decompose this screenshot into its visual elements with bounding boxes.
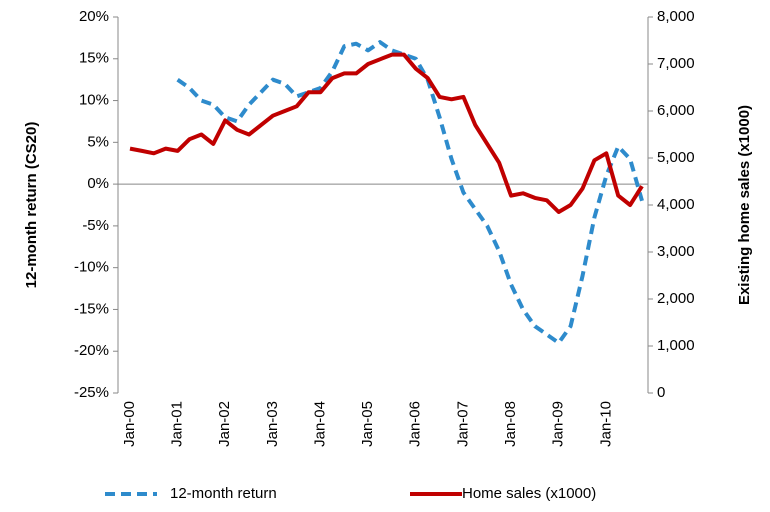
y-tick-label: 10% <box>79 92 109 109</box>
y2-tick-label: 5,000 <box>657 149 695 166</box>
y-tick-label: -5% <box>82 217 109 234</box>
x-tick-label: Jan-10 <box>597 401 614 447</box>
y-tick-label: 0% <box>87 175 109 192</box>
y2-tick-label: 1,000 <box>657 337 695 354</box>
x-tick-label: Jan-07 <box>454 401 471 447</box>
y-tick-label: 5% <box>87 133 109 150</box>
y-tick-label: -10% <box>74 259 109 276</box>
legend-label: 12-month return <box>170 485 277 502</box>
series-line <box>129 52 644 214</box>
x-tick-label: Jan-06 <box>407 401 424 447</box>
y2-tick-label: 2,000 <box>657 290 695 307</box>
y-tick-label: 15% <box>79 50 109 67</box>
x-tick-label: Jan-09 <box>550 401 567 447</box>
y-axis-title: 12-month return (CS20) <box>23 122 40 289</box>
x-tick-label: Jan-02 <box>216 401 233 447</box>
y2-tick-label: 0 <box>657 384 665 401</box>
x-tick-label: Jan-04 <box>311 401 328 447</box>
x-tick-label: Jan-03 <box>264 401 281 447</box>
x-tick-label: Jan-08 <box>502 401 519 447</box>
legend-label: Home sales (x1000) <box>462 485 596 502</box>
y2-tick-label: 3,000 <box>657 243 695 260</box>
x-tick-label: Jan-00 <box>121 401 138 447</box>
y2-tick-label: 6,000 <box>657 102 695 119</box>
y2-tick-label: 7,000 <box>657 55 695 72</box>
y2-tick-label: 8,000 <box>657 8 695 25</box>
series-line <box>176 40 644 345</box>
y-tick-label: -25% <box>74 384 109 401</box>
y2-axis-title: Existing home sales (x1000) <box>736 105 753 305</box>
x-tick-label: Jan-05 <box>359 401 376 447</box>
y-tick-label: 20% <box>79 8 109 25</box>
y-tick-label: -15% <box>74 300 109 317</box>
y-tick-label: -20% <box>74 342 109 359</box>
x-tick-label: Jan-01 <box>169 401 186 447</box>
y2-tick-label: 4,000 <box>657 196 695 213</box>
